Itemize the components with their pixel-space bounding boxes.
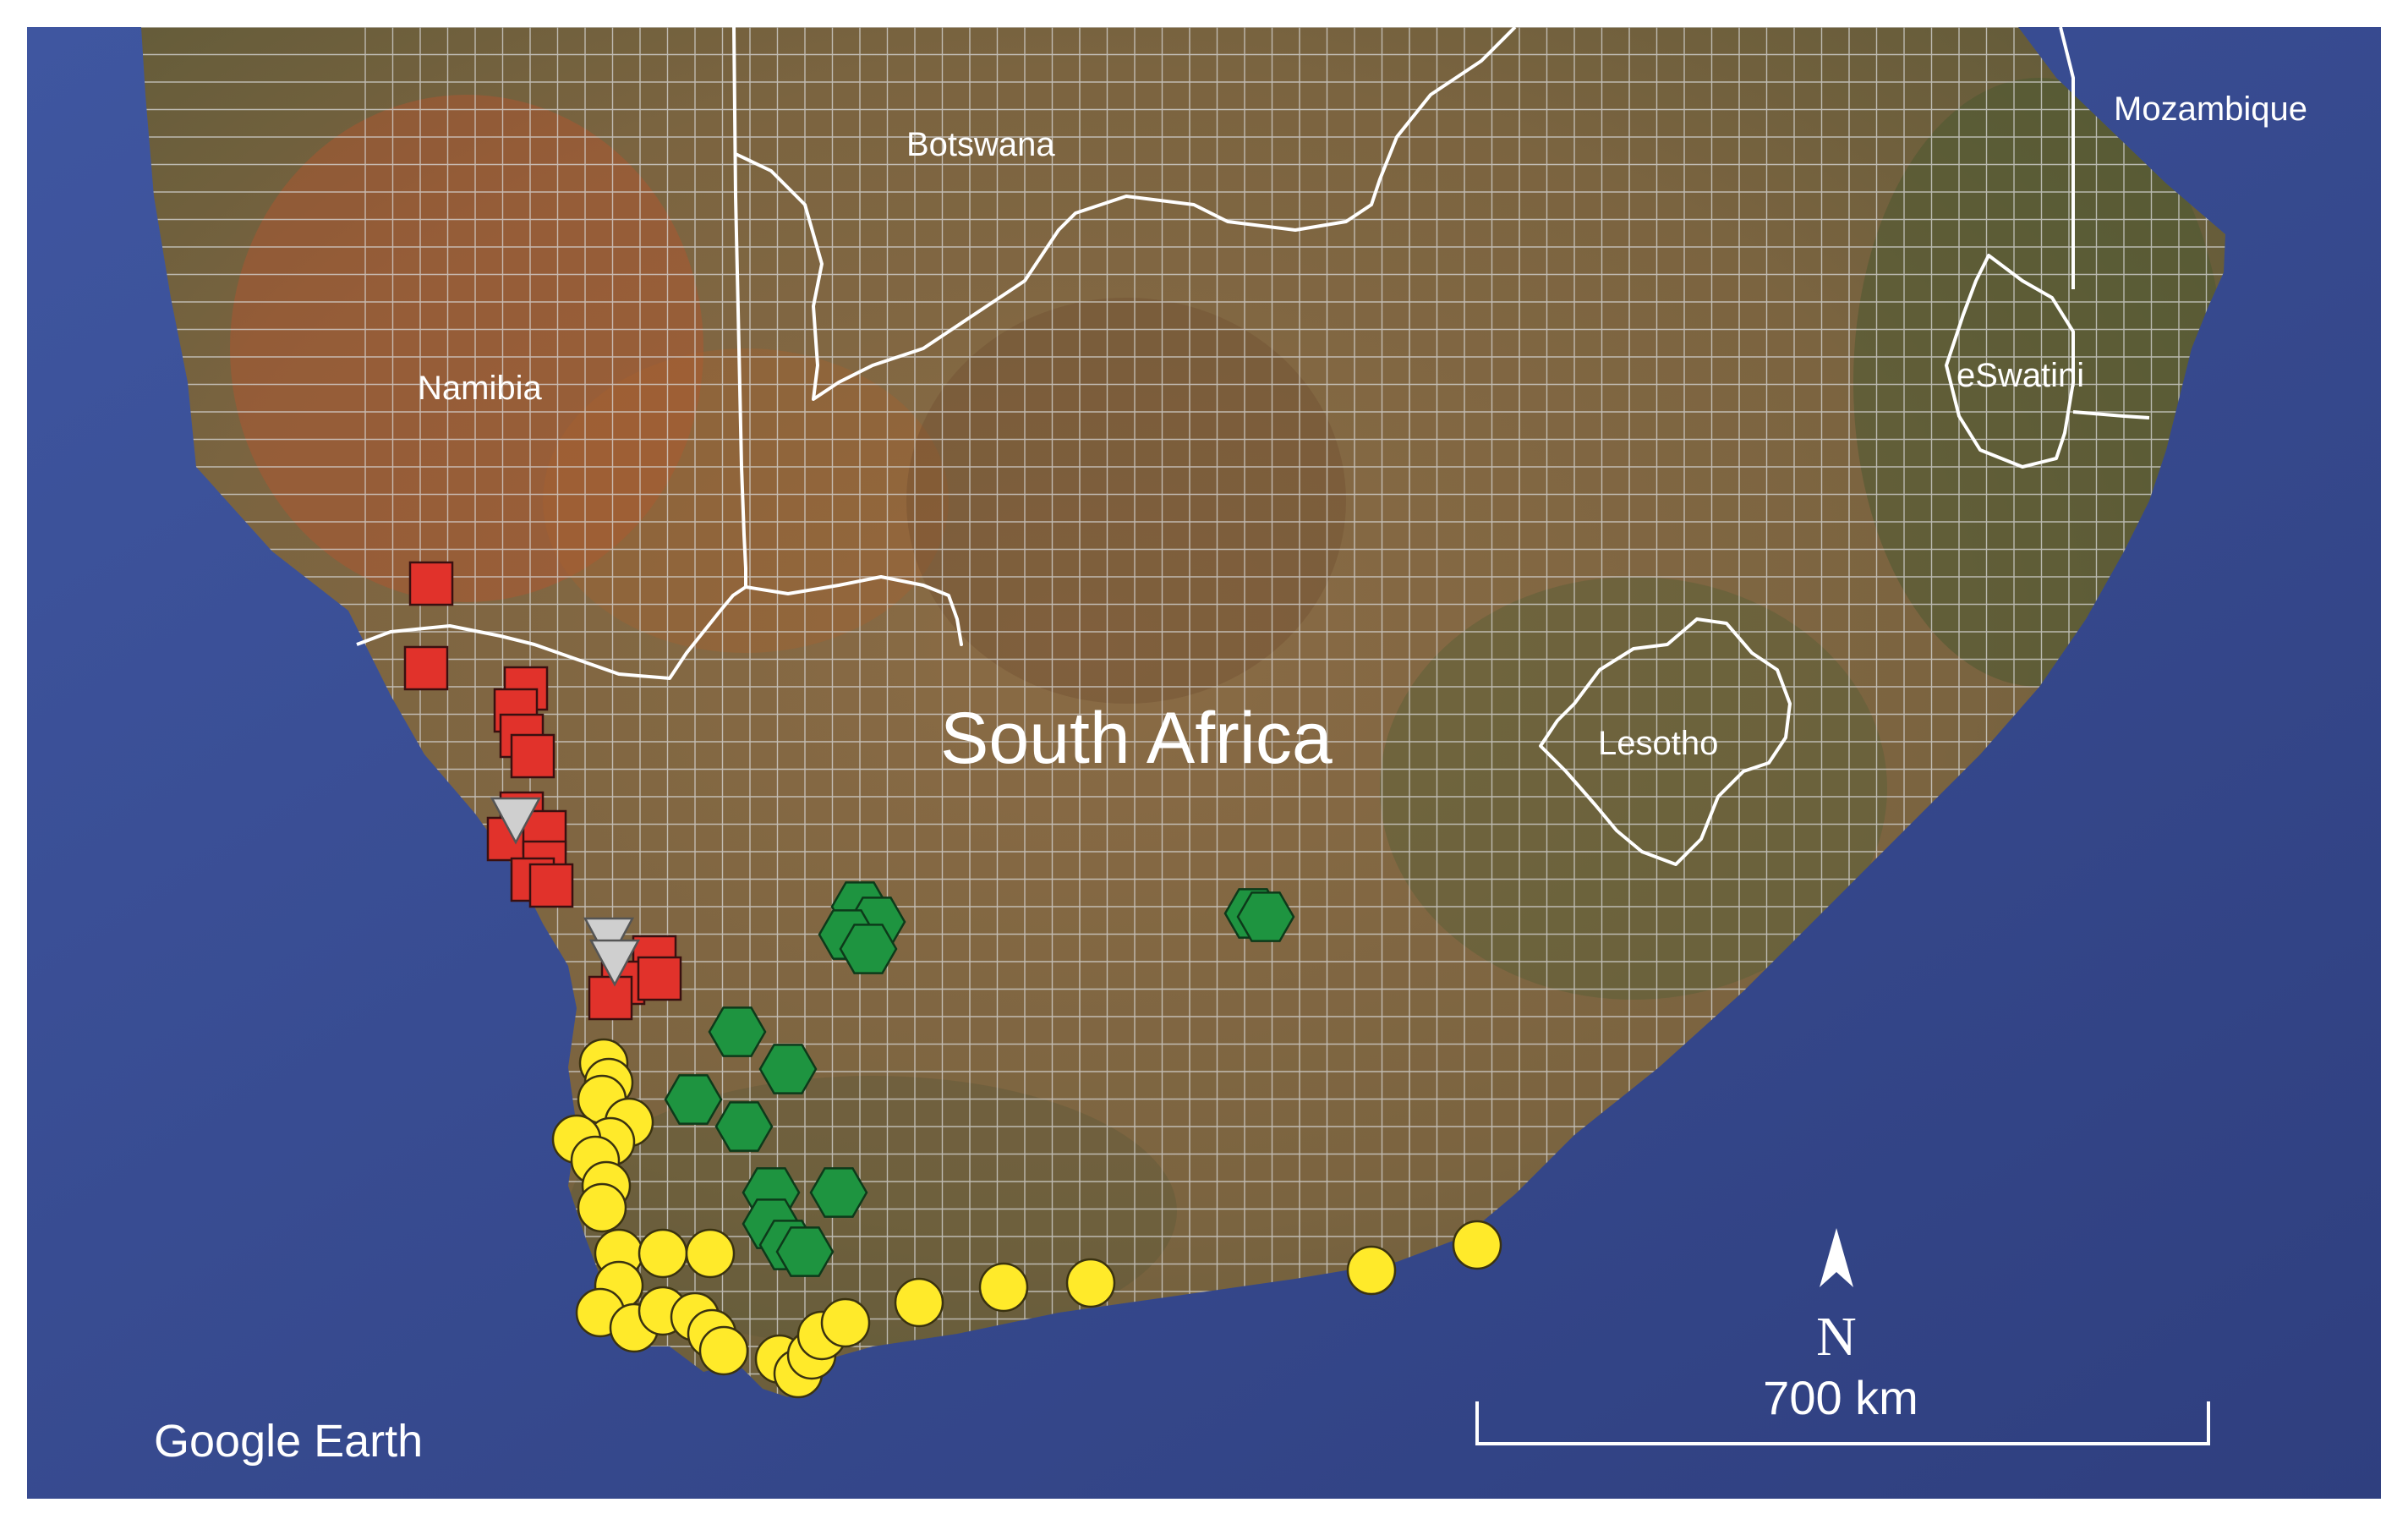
scale-bar-line xyxy=(1475,1401,2210,1445)
yellow-circle-marker xyxy=(820,1297,871,1348)
north-arrow-label: N xyxy=(1816,1306,1857,1368)
north-arrow: N xyxy=(1816,1228,1857,1368)
lesotho-label: Lesotho xyxy=(1598,725,1718,762)
red-square-marker xyxy=(588,975,633,1021)
yellow-circle-marker xyxy=(894,1277,944,1328)
south-africa-label: South Africa xyxy=(940,698,1333,779)
botswana-southafrica-border xyxy=(745,575,963,646)
grey-triangle-marker xyxy=(588,939,641,987)
yellow-circle-marker xyxy=(1452,1220,1502,1270)
google-earth-credit: Google Earth xyxy=(154,1416,423,1467)
yellow-circle-marker xyxy=(638,1228,688,1279)
eswatini-label: eSwatini xyxy=(1956,357,2084,394)
green-hexagon-marker xyxy=(714,1101,774,1152)
green-hexagon-marker xyxy=(839,924,898,974)
botswana-label: Botswana xyxy=(906,126,1055,163)
green-hexagon-marker xyxy=(1236,891,1295,942)
map-frame[interactable]: Namibia Botswana Mozambique eSwatini Les… xyxy=(27,27,2381,1499)
marker-layer xyxy=(403,561,1502,1399)
green-hexagon-marker xyxy=(809,1167,868,1218)
yellow-circle-marker xyxy=(685,1228,736,1279)
botswana-north-border xyxy=(735,27,1517,401)
scale-bar-label: 700 km xyxy=(1763,1371,1918,1424)
red-square-marker xyxy=(403,645,449,691)
red-square-marker xyxy=(528,863,574,908)
grey-triangle-marker xyxy=(490,797,542,845)
red-square-marker xyxy=(637,956,682,1001)
green-hexagon-marker xyxy=(758,1044,818,1094)
yellow-circle-marker xyxy=(1065,1258,1116,1308)
namibia-southafrica-border xyxy=(356,27,747,680)
mozambique-border xyxy=(2059,27,2075,289)
lesotho-border xyxy=(1539,617,1792,866)
green-hexagon-marker xyxy=(708,1006,767,1057)
red-square-marker xyxy=(408,561,454,606)
map-canvas[interactable]: Namibia Botswana Mozambique eSwatini Les… xyxy=(27,27,2381,1499)
country-borders xyxy=(356,27,2150,866)
eswatini-border xyxy=(1945,254,2075,469)
green-hexagon-marker xyxy=(775,1226,835,1277)
yellow-circle-marker xyxy=(1346,1245,1397,1296)
north-arrow-icon xyxy=(1820,1228,1853,1287)
yellow-circle-marker xyxy=(577,1182,627,1233)
yellow-circle-marker xyxy=(978,1262,1029,1313)
mozambique-label: Mozambique xyxy=(2114,90,2307,128)
yellow-circle-marker xyxy=(698,1325,749,1376)
namibia-label: Namibia xyxy=(418,370,542,407)
red-square-marker xyxy=(510,733,555,779)
scale-bar: 700 km xyxy=(1475,1371,2210,1445)
green-hexagon-marker xyxy=(664,1074,723,1125)
eswatini-mozambique-border xyxy=(2072,410,2150,420)
